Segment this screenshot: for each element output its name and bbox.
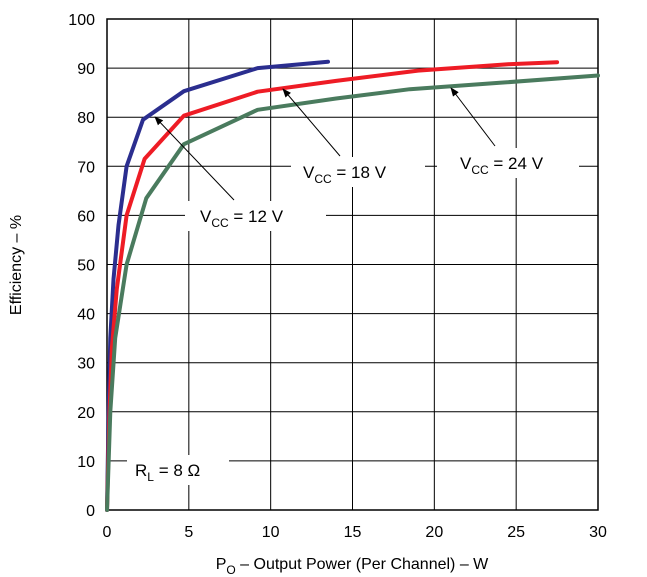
y-tick-label: 70 (77, 159, 95, 176)
annotation-vcc12-label: VCC = 12 V (200, 207, 284, 230)
x-tick-label: 10 (262, 524, 280, 541)
x-tick-label: 0 (103, 524, 112, 541)
arrow-vcc12 (154, 116, 235, 201)
x-tick-label: 15 (344, 524, 362, 541)
x-tick-label: 25 (507, 524, 525, 541)
y-tick-label: 30 (77, 356, 95, 373)
annotation-vcc18-box (291, 157, 425, 187)
annotation-vcc24-box (437, 148, 579, 178)
annotation-rl-label: RL = 8 Ω (135, 461, 200, 484)
y-tick-label: 100 (68, 12, 95, 29)
y-tick-label: 60 (77, 208, 95, 225)
arrow-vcc24 (450, 87, 496, 147)
y-tick-label: 50 (77, 258, 95, 275)
y-tick-label: 90 (77, 61, 95, 78)
y-tick-label: 40 (77, 307, 95, 324)
y-axis-label: Efficiency – % (8, 215, 25, 315)
series-lines (105, 59, 600, 512)
plot-frame (106, 18, 599, 511)
annotation-vcc18-label: VCC = 18 V (303, 163, 387, 186)
x-axis-label: PO – Output Power (Per Channel) – W (216, 556, 489, 577)
series-line-vcc24 (105, 73, 600, 512)
annotation-vcc12: VCC = 12 V (185, 201, 326, 231)
annotation-rl: RL = 8 Ω (127, 455, 229, 485)
series-line-vcc18 (105, 60, 560, 512)
y-tick-label: 0 (86, 503, 95, 520)
y-tick-label: 20 (77, 405, 95, 422)
y-tick-label: 10 (77, 454, 95, 471)
y-tick-labels: 0 10 20 30 40 50 60 70 80 90 100 (68, 12, 95, 520)
y-tick-label: 80 (77, 110, 95, 127)
x-tick-label: 5 (184, 524, 193, 541)
x-tick-labels: 0 5 10 15 20 25 30 (103, 524, 607, 541)
annotation-vcc18: VCC = 18 V (291, 157, 425, 187)
annotation-vcc24-label: VCC = 24 V (460, 154, 544, 177)
annotation-rl-box (127, 455, 229, 485)
x-tick-label: 30 (589, 524, 607, 541)
arrow-vcc18 (282, 88, 341, 157)
annotation-vcc24: VCC = 24 V (437, 148, 579, 178)
annotation-vcc12-box (185, 201, 326, 231)
x-tick-label: 20 (425, 524, 443, 541)
